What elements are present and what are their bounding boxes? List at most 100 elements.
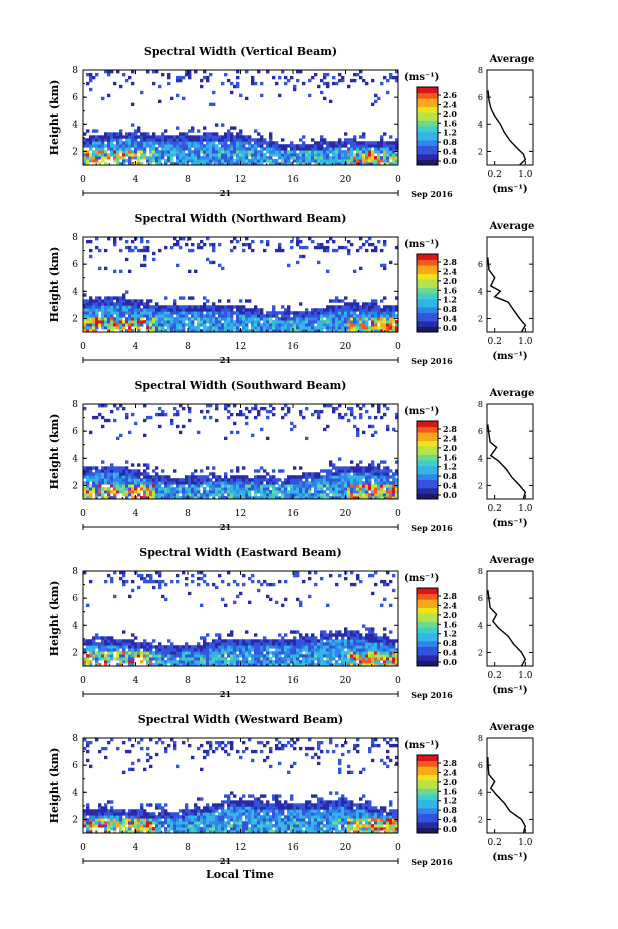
- colorbar-segment: [417, 635, 438, 639]
- y-axis-label: Height (km): [48, 80, 61, 156]
- panel-1: Spectral Width (Vertical Beam) 2 4 6 8 Height…: [48, 45, 534, 199]
- heatmap-cells: [83, 404, 399, 500]
- colorbar-tick-label: 1.2: [443, 796, 457, 806]
- x-tick-label: 8: [185, 175, 191, 185]
- x-tick-label: 12: [235, 509, 246, 519]
- colorbar-frame: [416, 253, 439, 333]
- colorbar-segment: [417, 256, 438, 261]
- colorbar-tick-label: 0.4: [443, 314, 457, 324]
- average-title: Average: [489, 54, 535, 65]
- colorbar-segment: [417, 137, 438, 141]
- colorbar-segment: [417, 329, 438, 333]
- y-tick-label: 4: [72, 287, 78, 297]
- x-tick-label: 0: [80, 342, 86, 352]
- colorbar-segment: [417, 810, 438, 814]
- colorbar-segment: [417, 293, 438, 297]
- panel-4: Spectral Width (Eastward Beam) 2 4 6 8 Height…: [48, 546, 534, 700]
- y-tick-label: 6: [72, 761, 78, 771]
- x-tick-label: 16: [287, 676, 299, 686]
- colorbar-segment: [417, 824, 438, 828]
- heatmap-cells: [83, 237, 399, 333]
- colorbar-segment: [417, 87, 438, 91]
- colorbar-frame: [416, 86, 439, 166]
- heatmap-cells: [83, 738, 399, 834]
- average-title: Average: [489, 221, 535, 232]
- colorbar-tick-label: 2.8: [443, 257, 457, 267]
- colorbar-segment: [417, 267, 438, 272]
- panel-3: Spectral Width (Southward Beam) 2 4 6 8 Heigh…: [48, 379, 534, 533]
- colorbar-segment: [417, 777, 438, 781]
- colorbar-unit: (ms⁻¹): [404, 239, 439, 250]
- colorbar-segment: [417, 134, 438, 138]
- average-x-label: (ms⁻¹): [492, 351, 527, 362]
- colorbar-segment: [417, 796, 438, 801]
- colorbar-tick-label: 0.4: [443, 648, 457, 658]
- panel-title: Spectral Width (Eastward Beam): [139, 546, 341, 559]
- colorbar-segment: [417, 610, 438, 614]
- avg-x-tick-label: 0.2: [488, 504, 502, 514]
- colorbar-segment: [417, 287, 438, 291]
- colorbar-unit: (ms⁻¹): [404, 740, 439, 751]
- colorbar-tick-label: 0.4: [443, 481, 457, 491]
- y-tick-label: 8: [72, 567, 78, 577]
- avg-y-tick-label: 2: [478, 815, 483, 824]
- colorbar-segment: [417, 312, 438, 316]
- colorbar-segment: [417, 615, 438, 620]
- colorbar-tick-label: 1.6: [443, 118, 457, 128]
- colorbar-segment: [417, 109, 438, 113]
- x-tick-label: 8: [185, 676, 191, 686]
- avg-y-tick-label: 6: [478, 594, 483, 603]
- colorbar-segment: [417, 98, 438, 102]
- colorbar-frame: [416, 420, 439, 500]
- colorbar-tick-label: 0.4: [443, 815, 457, 825]
- colorbar-segment: [417, 780, 438, 784]
- colorbar-segment: [417, 443, 438, 447]
- colorbar-segment: [417, 596, 438, 600]
- avg-x-tick-label: 1.0: [518, 170, 533, 180]
- colorbar-segment: [417, 460, 438, 464]
- y-tick-label: 2: [72, 648, 78, 658]
- colorbar-segment: [417, 153, 438, 158]
- colorbar-segment: [417, 771, 438, 775]
- colorbar-segment: [417, 479, 438, 483]
- colorbar-segment: [417, 156, 438, 160]
- x-tick-label: 8: [185, 843, 191, 853]
- date-label: Sep 2016: [411, 857, 453, 867]
- average-frame: [486, 403, 534, 500]
- colorbar-segment: [417, 114, 438, 119]
- x-tick-label: 12: [235, 843, 246, 853]
- x-tick-label: 12: [235, 342, 246, 352]
- colorbar-segment: [417, 440, 438, 444]
- colorbar-tick-label: 0.0: [443, 490, 457, 500]
- colorbar-segment: [417, 794, 438, 798]
- y-tick-label: 2: [72, 314, 78, 324]
- y-tick-label: 8: [72, 400, 78, 410]
- x-tick-label: 20: [340, 509, 352, 519]
- date-label: Sep 2016: [411, 523, 453, 533]
- colorbar-tick-label: 1.2: [443, 128, 457, 138]
- avg-y-tick-label: 6: [478, 761, 483, 770]
- colorbar-segment: [417, 120, 438, 124]
- colorbar-segment: [417, 315, 438, 319]
- colorbar-frame: [416, 587, 439, 667]
- y-axis-label: Height (km): [48, 581, 61, 657]
- colorbar-tick-label: 1.6: [443, 285, 457, 295]
- colorbar-segment: [417, 827, 438, 831]
- colorbar-tick-label: 2.8: [443, 591, 457, 601]
- colorbar-segment: [417, 103, 438, 107]
- colorbar-segment: [417, 89, 438, 94]
- colorbar-segment: [417, 128, 438, 133]
- colorbar-segment: [417, 471, 438, 475]
- panel-title: Spectral Width (Vertical Beam): [144, 45, 337, 58]
- colorbar-segment: [417, 819, 438, 823]
- colorbar-tick-label: 2.6: [443, 90, 457, 100]
- x-tick-label: 8: [185, 342, 191, 352]
- avg-x-tick-label: 0.2: [488, 337, 502, 347]
- colorbar-segment: [417, 148, 438, 152]
- colorbar-segment: [417, 791, 438, 795]
- avg-y-tick-label: 4: [478, 788, 483, 797]
- colorbar-segment: [417, 462, 438, 467]
- colorbar-segment: [417, 640, 438, 645]
- colorbar-segment: [417, 782, 438, 787]
